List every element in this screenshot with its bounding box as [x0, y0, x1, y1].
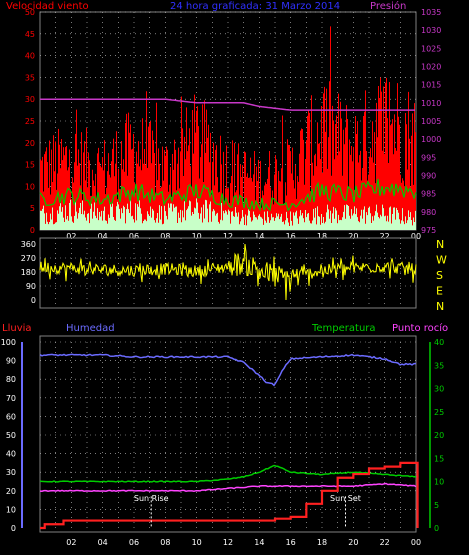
x-tick-label: 04 — [98, 232, 108, 241]
direction-tick-label: 270 — [21, 254, 36, 263]
wind-tick-label: 25 — [25, 117, 35, 126]
wind-direction-line — [39, 243, 417, 301]
right-tick-label: 15 — [434, 454, 444, 463]
right-tick-label: 5 — [434, 501, 439, 510]
pressure-tick-label: 985 — [421, 190, 436, 199]
wind-tick-label: 35 — [25, 73, 35, 82]
chart-title: 24 hora graficada: 31 Marzo 2014 — [170, 1, 340, 12]
x-tick-label: 00 — [411, 232, 421, 241]
temperature-label: Temperatura — [311, 323, 376, 334]
x-tick-label: 20 — [348, 538, 358, 547]
dewpoint-line — [39, 482, 417, 493]
left-tick-label: 40 — [6, 450, 16, 459]
pressure-tick-label: 1025 — [421, 44, 441, 53]
left-tick-label: 60 — [6, 412, 16, 421]
pressure-tick-label: 990 — [421, 172, 436, 181]
sunrise-label: Sun Rise — [134, 494, 169, 503]
right-tick-label: 40 — [434, 338, 444, 347]
left-tick-label: 30 — [6, 468, 16, 477]
pressure-tick-label: 1015 — [421, 81, 441, 90]
x-tick-label: 22 — [380, 538, 390, 547]
x-tick-label: 02 — [66, 538, 76, 547]
rain-label: Lluvia — [2, 323, 32, 334]
x-tick-label: 10 — [192, 232, 202, 241]
left-tick-label: 90 — [6, 357, 16, 366]
x-tick-label: 14 — [254, 232, 264, 241]
pressure-tick-label: 1020 — [421, 63, 441, 72]
sunset-label: Sun Set — [330, 494, 361, 503]
dewpoint-label: Punto rocío — [392, 322, 448, 334]
wind-tick-label: 0 — [30, 226, 35, 235]
x-tick-label: 12 — [223, 232, 233, 241]
left-tick-label: 100 — [1, 338, 16, 347]
x-tick-label: 16 — [286, 538, 296, 547]
x-tick-label: 04 — [98, 538, 108, 547]
humidity-line — [39, 353, 416, 387]
pressure-tick-label: 1000 — [421, 135, 441, 144]
humidity-label: Humedad — [66, 323, 115, 334]
x-tick-label: 14 — [254, 538, 264, 547]
direction-tick-label: 180 — [21, 268, 36, 277]
pressure-tick-label: 980 — [421, 208, 436, 217]
x-tick-label: 20 — [348, 232, 358, 241]
wind-tick-label: 45 — [25, 30, 35, 39]
compass-label: W — [436, 254, 447, 267]
x-tick-label: 18 — [317, 538, 327, 547]
x-tick-label: 18 — [317, 232, 327, 241]
compass-label: E — [436, 285, 443, 298]
right-tick-label: 20 — [434, 431, 444, 440]
pressure-tick-label: 1035 — [421, 8, 441, 17]
x-tick-label: 22 — [380, 232, 390, 241]
wind-pressure-panel: 0510152025303540455097598098599099510001… — [6, 0, 441, 241]
compass-label: N — [436, 300, 444, 313]
pressure-line — [40, 98, 415, 111]
wind-tick-label: 40 — [25, 52, 35, 61]
left-tick-label: 80 — [6, 375, 16, 384]
direction-tick-label: 90 — [26, 282, 36, 291]
wind-tick-label: 30 — [25, 95, 35, 104]
right-tick-label: 35 — [434, 361, 444, 370]
left-tick-label: 10 — [6, 505, 16, 514]
x-tick-label: 10 — [192, 538, 202, 547]
left-tick-label: 50 — [6, 431, 16, 440]
pressure-tick-label: 1010 — [421, 99, 441, 108]
wind-tick-label: 5 — [30, 204, 35, 213]
left-tick-label: 20 — [6, 487, 16, 496]
temperature-line — [39, 464, 417, 483]
pressure-tick-label: 975 — [421, 226, 436, 235]
x-tick-label: 08 — [160, 538, 170, 547]
panel3-frame — [39, 335, 417, 533]
rain-line — [40, 461, 419, 530]
right-tick-label: 30 — [434, 385, 444, 394]
right-tick-label: 25 — [434, 408, 444, 417]
wind-tick-label: 15 — [25, 161, 35, 170]
pressure-tick-label: 995 — [421, 153, 436, 162]
x-tick-label: 16 — [286, 232, 296, 241]
direction-tick-label: 0 — [31, 296, 36, 305]
wind-speed-label: Velocidad viento — [6, 1, 89, 12]
pressure-tick-label: 1005 — [421, 117, 441, 126]
rain-humidity-temp-panel: Sun Rise Sun Set0102030405060708090100051… — [1, 322, 448, 547]
wind-tick-label: 10 — [25, 182, 35, 191]
right-tick-label: 10 — [434, 478, 444, 487]
pressure-tick-label: 1030 — [421, 26, 441, 35]
compass-label: N — [436, 238, 444, 251]
x-tick-label: 12 — [223, 538, 233, 547]
x-tick-label: 06 — [129, 232, 139, 241]
direction-tick-label: 360 — [21, 240, 36, 249]
x-tick-label: 06 — [129, 538, 139, 547]
left-tick-label: 70 — [6, 394, 16, 403]
x-tick-label: 08 — [160, 232, 170, 241]
average-wind-line — [39, 178, 417, 212]
x-tick-label: 00 — [411, 538, 421, 547]
wind-tick-label: 20 — [25, 139, 35, 148]
pressure-label: Presión — [370, 0, 406, 12]
left-tick-label: 0 — [11, 524, 16, 533]
x-tick-label: 02 — [66, 232, 76, 241]
compass-label: S — [436, 269, 443, 282]
wind-tick-label: 50 — [25, 8, 35, 17]
right-tick-label: 0 — [434, 524, 439, 533]
